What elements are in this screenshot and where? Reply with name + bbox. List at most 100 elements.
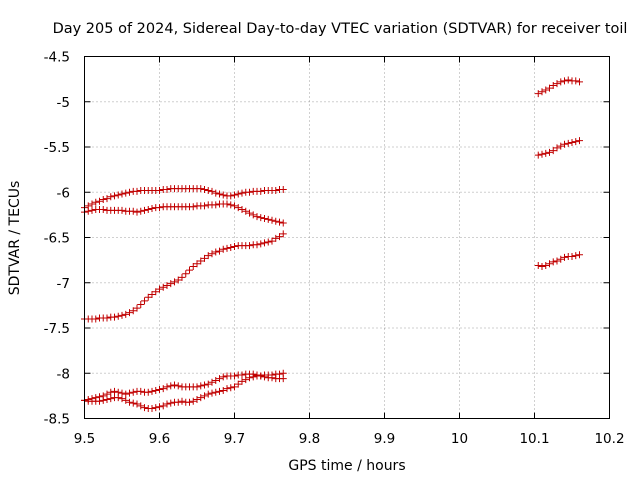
- data-point: [122, 390, 130, 398]
- data-point: [133, 187, 141, 195]
- data-point: [133, 208, 141, 216]
- data-point: [219, 373, 227, 381]
- data-point: [261, 214, 268, 222]
- data-point: [171, 278, 178, 286]
- data-point: [189, 397, 197, 405]
- data-point: [126, 389, 133, 397]
- data-point: [148, 291, 156, 299]
- y-tick-label: -4.5: [44, 50, 70, 66]
- data-point: [163, 383, 171, 391]
- data-point: [238, 189, 246, 197]
- data-point: [549, 258, 557, 266]
- data-point: [227, 384, 235, 392]
- data-point: [576, 251, 583, 259]
- data-point: [178, 397, 186, 405]
- data-point: [159, 385, 167, 393]
- data-point: [216, 247, 223, 255]
- data-point: [129, 307, 137, 315]
- data-point: [144, 293, 152, 301]
- data-point: [174, 398, 182, 406]
- data-point: [159, 402, 167, 410]
- data-point: [268, 371, 276, 379]
- data-point: [99, 205, 107, 213]
- data-point: [549, 147, 557, 155]
- data-point: [114, 191, 122, 199]
- data-point: [208, 250, 216, 258]
- data-point: [561, 253, 568, 261]
- data-point: [163, 281, 171, 289]
- data-point: [249, 211, 257, 219]
- y-axis-label: SDTVAR / TECUs: [7, 181, 23, 296]
- axis-ticks: [84, 56, 610, 419]
- data-point: [227, 201, 235, 209]
- data-point: [197, 382, 205, 390]
- data-point: [264, 215, 272, 223]
- x-tick-label: 9.9: [374, 431, 395, 447]
- data-point: [546, 148, 553, 156]
- data-point: [268, 237, 276, 245]
- data-point: [257, 372, 265, 380]
- y-tick-label: -8: [57, 366, 70, 382]
- data-point: [238, 371, 246, 379]
- data-point: [103, 195, 111, 203]
- data-point: [114, 394, 122, 402]
- data-point: [212, 376, 220, 384]
- y-tick-label: -6: [57, 185, 70, 201]
- series-arc-b: [81, 200, 287, 227]
- data-point: [103, 314, 111, 322]
- data-point: [152, 404, 160, 412]
- data-point: [96, 397, 103, 405]
- data-point: [223, 200, 231, 208]
- data-point: [171, 381, 178, 389]
- data-point: [99, 195, 107, 203]
- chart-title: Day 205 of 2024, Sidereal Day-to-day VTE…: [53, 21, 628, 37]
- data-point: [268, 216, 276, 224]
- data-point: [189, 203, 197, 211]
- data-point: [118, 395, 126, 403]
- data-point: [193, 395, 201, 403]
- x-tick-label: 9.6: [149, 431, 170, 447]
- data-point: [223, 385, 231, 393]
- data-point: [152, 386, 160, 394]
- data-point: [561, 140, 568, 148]
- x-tick-label: 10: [451, 431, 468, 447]
- data-point: [272, 217, 280, 225]
- data-point: [197, 394, 205, 402]
- y-tick-label: -7: [57, 276, 70, 292]
- data-point: [549, 81, 557, 89]
- data-point: [118, 190, 126, 198]
- data-point: [122, 310, 130, 318]
- data-point: [133, 304, 141, 312]
- data-point: [126, 188, 133, 196]
- data-point: [264, 238, 272, 246]
- x-tick-labels: 9.5 9.6 9.7 9.8 9.9 10 10.1 10.2: [74, 431, 625, 447]
- data-point: [159, 283, 167, 291]
- data-point: [126, 309, 133, 317]
- data-point: [557, 78, 565, 86]
- data-point: [279, 369, 287, 377]
- data-point: [201, 186, 208, 194]
- data-point: [174, 276, 182, 284]
- data-point: [253, 241, 261, 249]
- data-point: [156, 386, 163, 394]
- data-point: [201, 254, 208, 262]
- data-point: [174, 382, 182, 390]
- data-point: [219, 191, 227, 199]
- data-point: [246, 242, 253, 250]
- data-point: [148, 205, 156, 213]
- x-tick-label: 9.8: [299, 431, 320, 447]
- data-point: [249, 373, 257, 381]
- data-point: [141, 297, 148, 305]
- data-point: [219, 386, 227, 394]
- data-point: [546, 260, 553, 268]
- data-point: [538, 88, 546, 96]
- data-point: [201, 202, 208, 210]
- data-point: [193, 383, 201, 391]
- data-point: [137, 387, 145, 395]
- data-point: [148, 387, 156, 395]
- data-point: [257, 240, 265, 248]
- data-point: [227, 243, 235, 251]
- data-point: [178, 273, 186, 281]
- data-point: [234, 204, 242, 212]
- data-point: [156, 285, 163, 293]
